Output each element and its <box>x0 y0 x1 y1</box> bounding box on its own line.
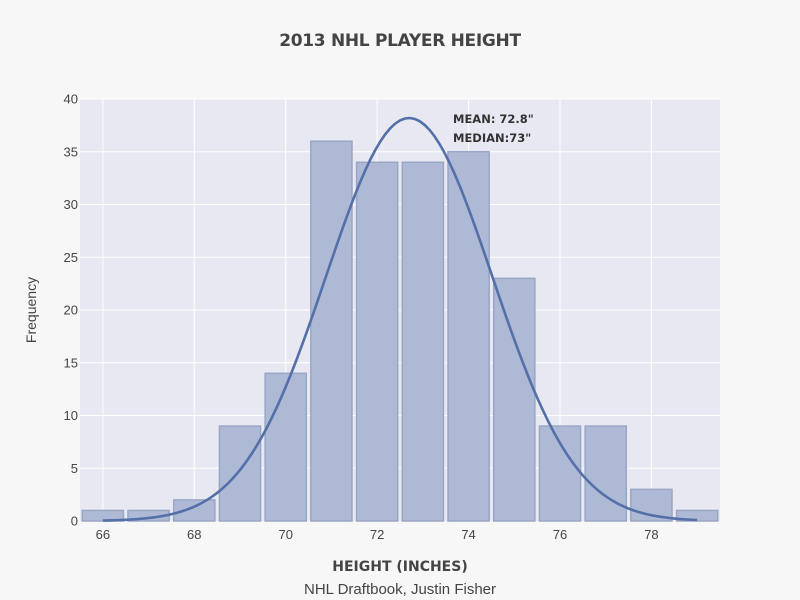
y-tick-labels: 0 5 10 15 20 25 30 35 40 <box>64 92 78 529</box>
bar <box>264 372 308 522</box>
y-tick-label: 5 <box>71 461 78 476</box>
x-axis-title: HEIGHT (INCHES) <box>332 559 468 575</box>
bar <box>675 509 719 522</box>
x-tick-label: 66 <box>96 527 110 542</box>
y-tick-label: 40 <box>64 92 78 107</box>
y-tick-label: 25 <box>64 250 78 265</box>
x-tick-label: 72 <box>370 527 384 542</box>
y-tick-label: 30 <box>64 197 78 212</box>
bar <box>447 151 490 522</box>
y-tick-label: 15 <box>64 355 78 370</box>
x-tick-label: 74 <box>461 527 475 542</box>
x-tick-labels: 66 68 70 72 74 76 78 <box>96 527 659 542</box>
bar <box>538 425 582 522</box>
x-axis-subtitle: NHL Draftbook, Justin Fisher <box>303 581 496 598</box>
y-axis-title: Frequency <box>23 276 39 344</box>
x-tick-label: 68 <box>187 527 201 542</box>
bar <box>218 425 262 522</box>
x-tick-label: 76 <box>553 527 567 542</box>
bar <box>492 277 536 522</box>
bars <box>81 140 719 522</box>
y-tick-label: 10 <box>64 408 78 423</box>
bar <box>355 161 399 522</box>
x-tick-label: 70 <box>278 527 292 542</box>
annotation-mean: MEAN: 72.8" <box>453 112 534 126</box>
chart-title: 2013 NHL PLAYER HEIGHT <box>279 31 521 51</box>
y-tick-label: 20 <box>64 303 78 318</box>
bar <box>584 425 628 522</box>
y-tick-label: 35 <box>64 144 78 159</box>
annotation-median: MEDIAN:73" <box>453 131 531 145</box>
bar <box>172 499 216 522</box>
bar <box>81 509 125 522</box>
bar <box>401 161 445 522</box>
normal-curve <box>102 116 698 522</box>
bar <box>310 140 353 522</box>
x-tick-label: 78 <box>644 527 658 542</box>
y-tick-label: 0 <box>71 514 78 529</box>
